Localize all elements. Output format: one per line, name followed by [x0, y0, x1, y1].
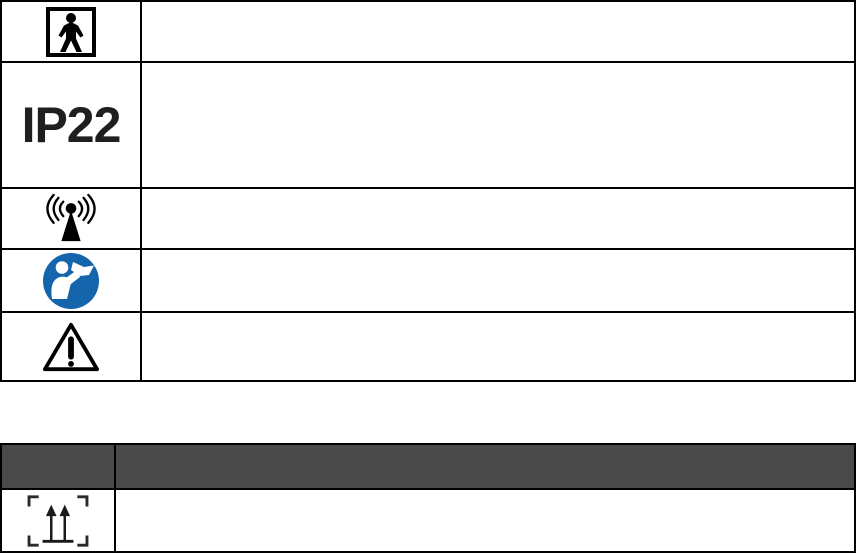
- transport-symbols-table: [0, 443, 856, 553]
- general-warning-icon: [40, 319, 102, 375]
- description-cell: [116, 490, 854, 551]
- description-cell: [142, 250, 854, 311]
- this-way-up-icon: [24, 493, 92, 549]
- symbol-cell: [2, 490, 116, 551]
- table-row: [2, 189, 854, 250]
- consult-instructions-for-use-icon: [42, 252, 100, 310]
- description-cell: [142, 189, 854, 248]
- header-symbol-cell: [2, 445, 116, 488]
- symbol-cell: [2, 313, 142, 380]
- symbol-cell: IP22: [2, 63, 142, 187]
- table-row: [2, 250, 854, 313]
- ip22-ingress-rating: IP22: [21, 97, 122, 153]
- symbol-cell: [2, 2, 142, 61]
- description-cell: [142, 313, 854, 380]
- table-row: IP22: [2, 63, 854, 189]
- symbol-cell: [2, 189, 142, 248]
- symbol-cell: [2, 250, 142, 311]
- description-cell: [142, 63, 854, 187]
- non-ionizing-radiation-icon: [36, 193, 106, 245]
- table-header-row: [2, 445, 854, 490]
- header-description-cell: [116, 445, 854, 488]
- description-cell: [142, 2, 854, 61]
- table-row: [2, 490, 854, 551]
- symbols-table: IP22: [0, 0, 856, 382]
- type-bf-applied-part-icon: [46, 6, 96, 57]
- table-row: [2, 2, 854, 63]
- table-row: [2, 313, 854, 380]
